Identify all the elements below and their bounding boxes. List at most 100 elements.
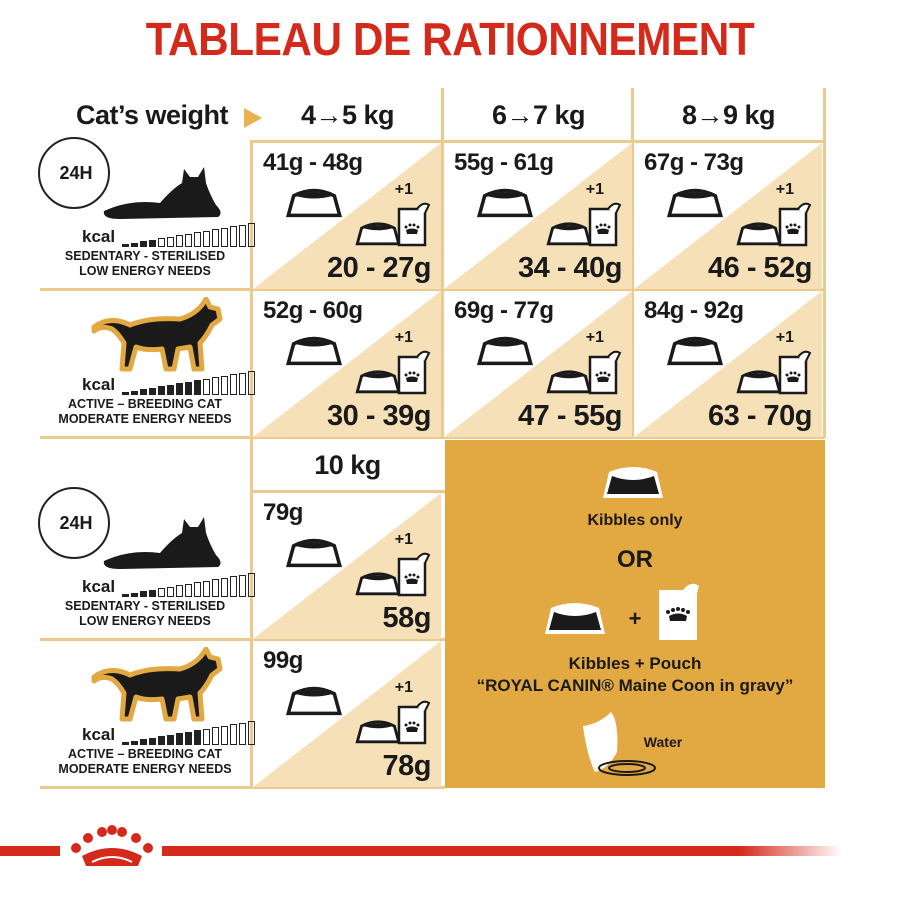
- energy-bar: [149, 589, 156, 597]
- energy-bar: [185, 731, 192, 745]
- pouch-count: +1: [394, 679, 413, 696]
- weight-header-8-9: 8→9 kg: [681, 100, 776, 130]
- energy-bar: [194, 232, 201, 247]
- small-kibble-bowl-icon: [355, 222, 401, 246]
- cell-background: [253, 143, 441, 289]
- energy-bar: [212, 229, 219, 247]
- energy-bar: [185, 583, 192, 597]
- weight-header-6-7: 6→7 kg: [491, 100, 586, 130]
- energy-bar: [176, 733, 183, 745]
- energy-bar: [140, 389, 147, 395]
- profile-line-2: LOW ENERGY NEEDS: [79, 614, 211, 628]
- profile-line-1: ACTIVE – BREEDING CAT: [68, 747, 222, 761]
- feeding-legend-panel: Kibbles only OR + Kibbles + Pouch “ROYAL…: [445, 440, 825, 788]
- kibble-bowl-icon: [666, 188, 724, 218]
- energy-bar: [239, 372, 246, 395]
- energy-level-meter: [122, 371, 255, 395]
- profile-line-1: ACTIVE – BREEDING CAT: [68, 397, 222, 411]
- energy-bar: [140, 591, 147, 597]
- cats-weight-label: Cat’s weight: [76, 100, 229, 130]
- energy-bar: [131, 242, 138, 247]
- small-kibble-bowl-icon: [736, 370, 782, 394]
- energy-bar: [239, 224, 246, 247]
- energy-bar: [176, 383, 183, 395]
- ration-cell-10kg-active: 99g +1 78g: [253, 641, 441, 787]
- pouch-icon: [397, 350, 431, 395]
- small-kibble-bowl-icon: [355, 720, 401, 744]
- clock-label: 24H: [59, 163, 93, 183]
- kibbles-with-pouch-amount: 46 - 52g: [708, 252, 813, 284]
- grid-line: [250, 140, 253, 788]
- energy-bar: [122, 244, 129, 247]
- cat-profile-active: kcal ACTIVE – BREEDING CAT MODERATE ENER…: [40, 291, 255, 437]
- cell-background: [634, 143, 822, 289]
- energy-bar: [221, 227, 228, 247]
- kibbles-with-pouch-amount: 47 - 55g: [518, 400, 623, 432]
- energy-bar: [221, 725, 228, 745]
- energy-bar: [158, 238, 165, 247]
- kibbles-only-amount: 67g - 73g: [644, 149, 744, 176]
- energy-bar: [176, 235, 183, 247]
- profile-line-1: SEDENTARY - STERILISED: [64, 249, 226, 263]
- pouch-icon: [659, 583, 699, 640]
- energy-bar: [248, 573, 255, 597]
- energy-bar: [248, 721, 255, 745]
- small-kibble-bowl-icon: [546, 370, 592, 394]
- or-label: OR: [617, 546, 653, 573]
- energy-bar: [122, 742, 129, 745]
- ration-cell-r2-c3: 84g - 92g +1 63 - 70g: [634, 291, 822, 437]
- footer-line: [162, 846, 842, 856]
- grid-line: [40, 288, 825, 291]
- cell-background: [444, 143, 632, 289]
- clock-24h-icon: 24H: [38, 487, 110, 559]
- lying-cat-icon: [103, 517, 221, 569]
- clock-24h-icon: 24H: [38, 137, 110, 209]
- weight-header-4-5: 4→5 kg: [300, 100, 395, 130]
- energy-bar: [149, 387, 156, 395]
- energy-bar: [212, 377, 219, 395]
- energy-bar: [203, 728, 210, 745]
- energy-bar: [212, 727, 219, 745]
- energy-bar: [194, 730, 201, 745]
- energy-bar: [167, 236, 174, 247]
- energy-bar: [194, 582, 201, 597]
- pouch-icon: [778, 350, 812, 395]
- cell-background: [253, 641, 441, 787]
- kibbles-only-amount: 79g: [263, 499, 303, 526]
- pouch-count: +1: [394, 531, 413, 548]
- kibbles-only-amount: 52g - 60g: [263, 297, 363, 324]
- kibbles-only-amount: 84g - 92g: [644, 297, 744, 324]
- profile-line-2: MODERATE ENERGY NEEDS: [58, 762, 232, 776]
- energy-bar: [149, 737, 156, 745]
- cat-profile-sedentary: 24H kcal SEDENTARY - STERILISED LOW ENER…: [38, 487, 255, 639]
- kibbles-only-amount: 69g - 77g: [454, 297, 554, 324]
- energy-bar: [248, 371, 255, 395]
- pouch-count: +1: [585, 181, 604, 198]
- kibble-bowl-icon: [666, 336, 724, 366]
- pouch-icon: [397, 202, 431, 247]
- profile-line-2: MODERATE ENERGY NEEDS: [58, 412, 232, 426]
- kcal-label: kcal: [82, 375, 116, 394]
- ration-cell-10kg-sedentary: 79g +1 58g: [253, 493, 441, 639]
- energy-bar: [248, 223, 255, 247]
- kibbles-with-pouch-amount: 63 - 70g: [708, 400, 813, 432]
- walking-cat-icon: [91, 647, 223, 722]
- kcal-label: kcal: [82, 227, 116, 246]
- kibble-bowl-icon: [285, 686, 343, 716]
- energy-bar: [230, 374, 237, 395]
- energy-bar: [149, 239, 156, 247]
- royal-canin-crown-logo: [71, 825, 153, 866]
- energy-bar: [212, 579, 219, 597]
- energy-bar: [230, 576, 237, 597]
- energy-bar: [131, 390, 138, 395]
- pouch-icon: [778, 202, 812, 247]
- energy-bar: [140, 241, 147, 247]
- energy-bar: [131, 740, 138, 745]
- energy-bar: [194, 380, 201, 395]
- grid-line: [252, 490, 445, 493]
- pouch-icon: [588, 202, 622, 247]
- kibbles-only-amount: 55g - 61g: [454, 149, 554, 176]
- kibbles-only-label: Kibbles only: [587, 512, 683, 529]
- kibble-bowl-icon: [285, 538, 343, 568]
- lying-cat-icon: [103, 167, 221, 219]
